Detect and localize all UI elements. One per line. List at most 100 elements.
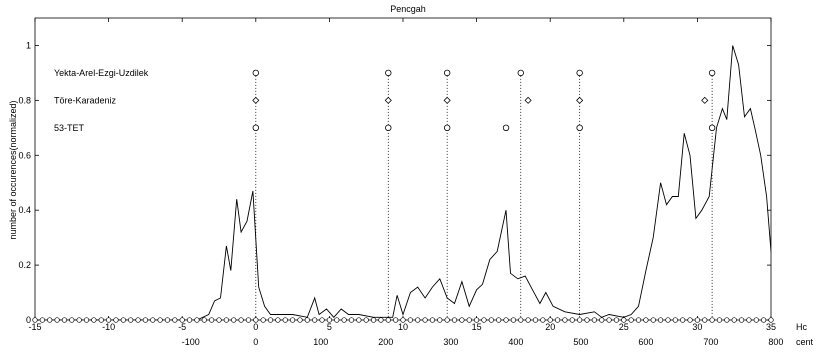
baseline-marker [562,317,568,323]
baseline-marker [496,317,502,323]
baseline-marker [370,317,377,323]
baseline-marker [282,317,288,323]
baseline-marker [716,317,723,323]
baseline-marker [724,317,730,323]
baseline-marker [267,317,274,323]
baseline-marker [32,317,38,323]
baseline-marker [532,317,539,323]
baseline-marker [260,317,266,323]
baseline-marker [120,317,126,323]
baseline-marker [621,317,627,323]
series-line [35,45,771,320]
baseline-marker [253,317,259,323]
baseline-marker [135,317,141,323]
baseline-marker [628,317,634,323]
baseline-marker [665,317,671,323]
baseline-marker [238,317,244,323]
circle-marker [385,124,392,132]
baseline-marker [216,317,222,323]
baseline-marker [186,317,193,323]
baseline-marker [407,317,414,323]
cent-tick-label: 600 [638,337,653,347]
baseline-marker [312,317,318,323]
baseline-marker [297,317,303,323]
circle-marker [252,124,259,132]
baseline-marker [275,317,281,323]
baseline-marker [392,317,399,323]
baseline-marker [194,317,200,323]
baseline-marker [150,317,156,323]
cent-tick-label: 200 [378,337,393,347]
x-tick-label: 30 [692,322,702,332]
x-tick-label: 15 [472,322,482,332]
x-tick-label: -5 [178,322,186,332]
baseline-marker [400,317,406,323]
x-tick-label: 0 [253,322,258,332]
baseline-marker [554,317,561,323]
baseline-marker [518,317,524,323]
baseline-marker [488,317,494,323]
baseline-marker [348,317,355,323]
baseline-marker [650,317,656,323]
circle-marker [502,124,510,132]
baseline-marker [680,317,686,323]
baseline-marker [385,317,391,323]
diamond-marker [576,96,584,104]
circle-marker [385,69,392,77]
baseline-marker [569,317,575,323]
baseline-marker [731,317,737,323]
cent-tick-label: 800 [768,337,783,347]
y-tick-label: 0.6 [18,150,31,160]
legend-label: Töre-Karadeniz [54,95,117,105]
baseline-marker [738,317,745,323]
baseline-marker [164,317,171,323]
baseline-marker [584,317,590,323]
baseline-marker [459,317,465,323]
baseline-marker [378,317,384,323]
baseline-marker [179,317,185,323]
baseline-marker [113,317,119,323]
baseline-marker [142,317,149,323]
baseline-marker [69,317,75,323]
baseline-marker [768,317,774,323]
baseline-marker [444,317,450,323]
baseline-marker [473,317,480,323]
y-tick-label: 1 [26,40,31,50]
baseline-marker [599,317,605,323]
baseline-marker [672,317,678,323]
y-axis-label: number of occurences(normalized) [8,100,18,239]
baseline-marker [304,317,310,323]
x-tick-label: -15 [28,322,41,332]
baseline-marker [657,317,664,323]
baseline-marker [356,317,362,323]
baseline-marker [415,317,421,323]
chart-title: Pencgah [390,4,426,14]
baseline-marker [319,317,325,323]
baseline-marker [341,317,347,323]
x-tick-label: 35 [766,322,776,332]
baseline-marker [76,317,82,323]
baseline-marker [201,317,207,323]
x-unit-label-hc: Hc [796,322,807,332]
circle-marker [576,124,583,132]
baseline-marker [709,317,715,323]
cent-tick-label: 400 [508,337,523,347]
circle-marker [252,69,259,77]
baseline-marker [83,317,90,323]
cent-tick-label: 700 [703,337,718,347]
y-tick-label: 0.2 [18,260,31,270]
baseline-marker [451,317,458,323]
diamond-marker [524,96,532,104]
baseline-marker [245,317,252,323]
x-tick-label: 5 [327,322,332,332]
baseline-marker [643,317,649,323]
legend-label: Yekta-Arel-Ezgi-Uzdilek [54,68,149,78]
baseline-marker [694,317,701,323]
baseline-marker [223,317,230,323]
circle-marker [708,124,716,132]
cent-tick-label: 0 [253,337,258,347]
baseline-marker [481,317,487,323]
baseline-marker [231,317,237,323]
plot-frame [34,17,772,321]
